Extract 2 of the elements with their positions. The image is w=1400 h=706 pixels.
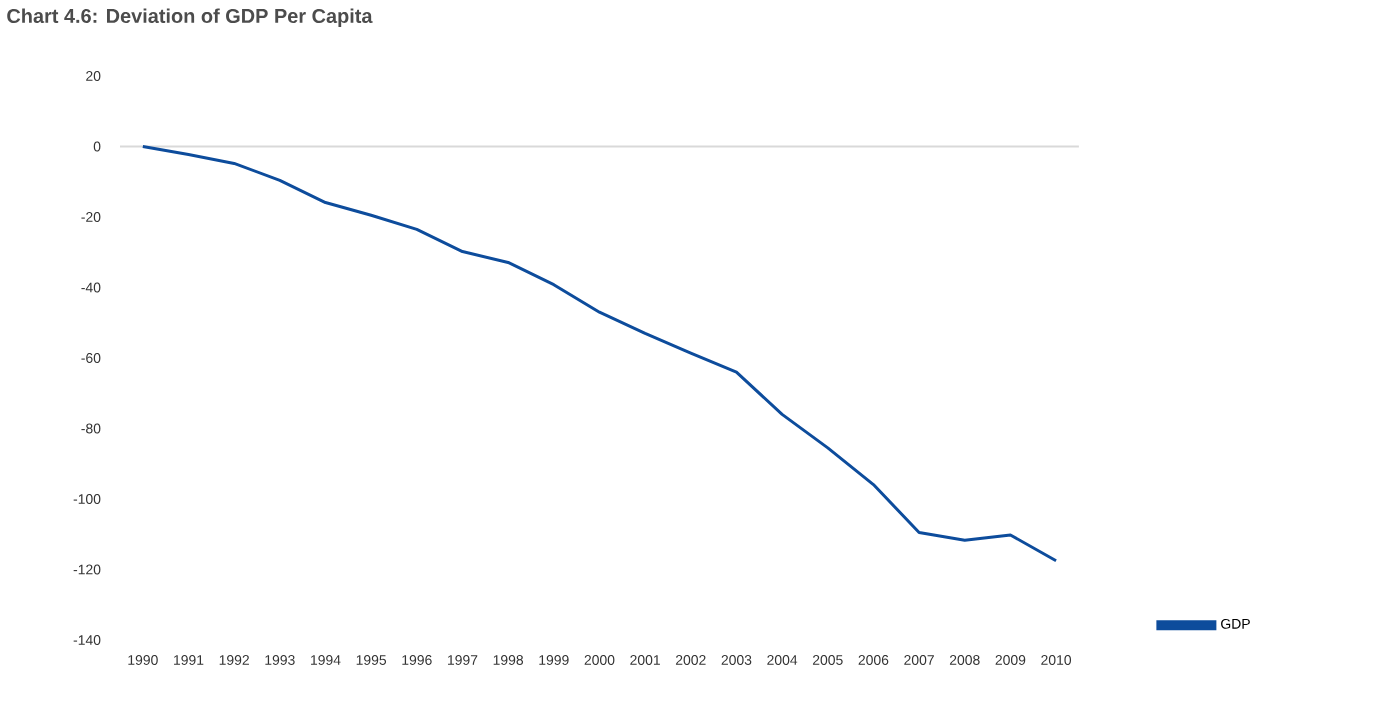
chart-title: Chart 4.6: Deviation of GDP Per Capita	[7, 8, 373, 27]
line-series	[141, 144, 1058, 563]
